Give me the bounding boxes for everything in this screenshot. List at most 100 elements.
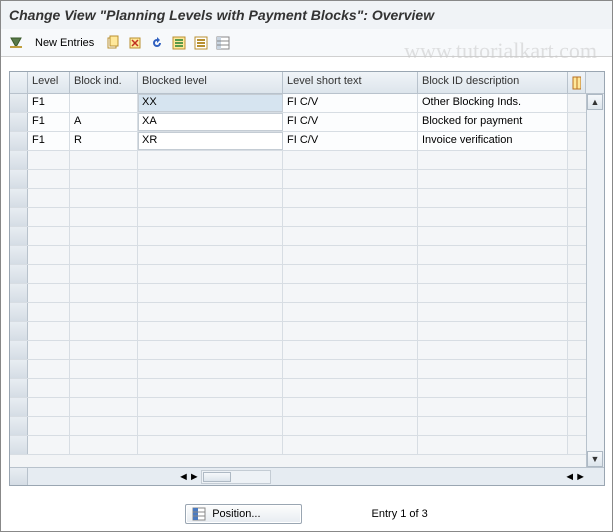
cell-block-desc[interactable] (418, 189, 568, 207)
table-settings-icon[interactable] (214, 34, 232, 52)
hscroll-right-icon[interactable]: ► (189, 471, 200, 483)
scroll-down-icon[interactable]: ▼ (587, 451, 603, 467)
row-selector[interactable] (10, 379, 28, 397)
row-selector[interactable] (10, 284, 28, 302)
hscroll-right2-icon[interactable]: ► (575, 471, 586, 483)
row-selector[interactable] (10, 436, 28, 454)
configure-columns-icon[interactable] (568, 72, 586, 93)
row-selector[interactable] (10, 303, 28, 321)
cell-level[interactable] (28, 170, 70, 188)
cell-block-ind[interactable] (70, 398, 138, 416)
cell-block-ind[interactable] (70, 265, 138, 283)
cell-block-ind[interactable] (70, 341, 138, 359)
cell-level[interactable] (28, 341, 70, 359)
cell-block-desc[interactable] (418, 322, 568, 340)
hscroll-thumb-1[interactable] (203, 472, 231, 482)
cell-block-ind[interactable] (70, 322, 138, 340)
vscroll-track[interactable] (587, 110, 604, 451)
cell-level-short[interactable]: FI C/V (283, 132, 418, 150)
hscroll-left-icon[interactable]: ◄ (178, 471, 189, 483)
cell-blocked-level[interactable] (138, 341, 283, 359)
cell-block-ind[interactable] (70, 379, 138, 397)
cell-level[interactable] (28, 284, 70, 302)
cell-level[interactable] (28, 189, 70, 207)
cell-level[interactable]: F1 (28, 113, 70, 131)
cell-level-short[interactable] (283, 284, 418, 302)
cell-block-ind[interactable] (70, 227, 138, 245)
undo-icon[interactable] (148, 34, 166, 52)
cell-block-desc[interactable] (418, 379, 568, 397)
cell-block-desc[interactable] (418, 284, 568, 302)
cell-blocked-level[interactable] (138, 208, 283, 226)
scroll-up-icon[interactable]: ▲ (587, 94, 603, 110)
cell-level-short[interactable] (283, 417, 418, 435)
cell-level-short[interactable] (283, 227, 418, 245)
cell-level-short[interactable] (283, 208, 418, 226)
row-selector[interactable] (10, 322, 28, 340)
row-selector[interactable] (10, 417, 28, 435)
cell-level-short[interactable] (283, 265, 418, 283)
cell-block-desc[interactable] (418, 246, 568, 264)
cell-blocked-level[interactable] (138, 227, 283, 245)
cell-level-short[interactable] (283, 436, 418, 454)
cell-level-short[interactable] (283, 303, 418, 321)
row-selector[interactable] (10, 208, 28, 226)
position-button[interactable]: Position... (185, 504, 301, 524)
cell-block-ind[interactable] (70, 360, 138, 378)
cell-level-short[interactable] (283, 246, 418, 264)
cell-blocked-level[interactable] (138, 189, 283, 207)
col-header-blocked-level[interactable]: Blocked level (138, 72, 283, 93)
col-header-block-desc[interactable]: Block ID description (418, 72, 568, 93)
cell-block-desc[interactable]: Invoice verification (418, 132, 568, 150)
cell-level-short[interactable]: FI C/V (283, 113, 418, 131)
row-selector[interactable] (10, 151, 28, 169)
cell-block-desc[interactable] (418, 398, 568, 416)
row-selector[interactable] (10, 113, 28, 131)
hscroll-track-1[interactable] (201, 470, 271, 484)
select-all-icon[interactable] (170, 34, 188, 52)
cell-block-desc[interactable]: Other Blocking Inds. (418, 94, 568, 112)
cell-blocked-level[interactable] (138, 436, 283, 454)
cell-block-desc[interactable] (418, 265, 568, 283)
row-selector[interactable] (10, 227, 28, 245)
cell-block-desc[interactable]: Blocked for payment (418, 113, 568, 131)
new-entries-button[interactable]: New Entries (29, 37, 100, 49)
cell-blocked-level[interactable] (138, 398, 283, 416)
hscroll-left-group[interactable]: ◄ ► (178, 470, 272, 484)
cell-block-ind[interactable] (70, 436, 138, 454)
cell-level-short[interactable] (283, 151, 418, 169)
col-header-level-short[interactable]: Level short text (283, 72, 418, 93)
row-selector[interactable] (10, 265, 28, 283)
cell-blocked-level[interactable]: XA (138, 113, 283, 131)
row-selector[interactable] (10, 341, 28, 359)
cell-block-desc[interactable] (418, 360, 568, 378)
cell-level[interactable]: F1 (28, 94, 70, 112)
cell-block-ind[interactable] (70, 151, 138, 169)
hscroll-left2-icon[interactable]: ◄ (564, 471, 575, 483)
cell-blocked-level[interactable] (138, 246, 283, 264)
cell-blocked-level[interactable] (138, 151, 283, 169)
row-selector-header[interactable] (10, 72, 28, 93)
cell-level[interactable] (28, 151, 70, 169)
cell-block-desc[interactable] (418, 417, 568, 435)
cell-blocked-level[interactable] (138, 303, 283, 321)
cell-block-ind[interactable] (70, 417, 138, 435)
row-selector[interactable] (10, 398, 28, 416)
cell-level-short[interactable] (283, 170, 418, 188)
cell-blocked-level[interactable] (138, 379, 283, 397)
cell-level[interactable] (28, 379, 70, 397)
col-header-level[interactable]: Level (28, 72, 70, 93)
cell-level[interactable] (28, 417, 70, 435)
cell-blocked-level[interactable] (138, 170, 283, 188)
cell-level[interactable] (28, 265, 70, 283)
cell-level[interactable] (28, 436, 70, 454)
cell-blocked-level[interactable] (138, 360, 283, 378)
deselect-all-icon[interactable] (192, 34, 210, 52)
cell-block-ind[interactable] (70, 246, 138, 264)
cell-level[interactable] (28, 246, 70, 264)
delete-icon[interactable] (126, 34, 144, 52)
row-selector[interactable] (10, 94, 28, 112)
row-selector[interactable] (10, 170, 28, 188)
cell-block-desc[interactable] (418, 303, 568, 321)
cell-block-desc[interactable] (418, 208, 568, 226)
